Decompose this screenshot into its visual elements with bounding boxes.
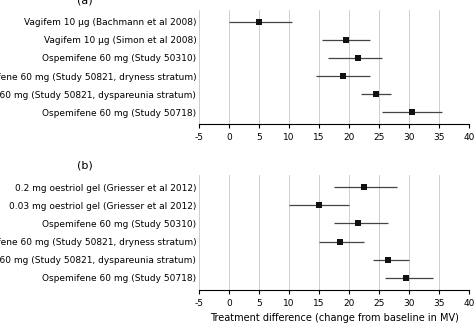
Text: (b): (b) <box>77 161 93 171</box>
X-axis label: Treatment difference (change from baseline in MV): Treatment difference (change from baseli… <box>210 313 459 323</box>
Text: (a): (a) <box>77 0 93 5</box>
